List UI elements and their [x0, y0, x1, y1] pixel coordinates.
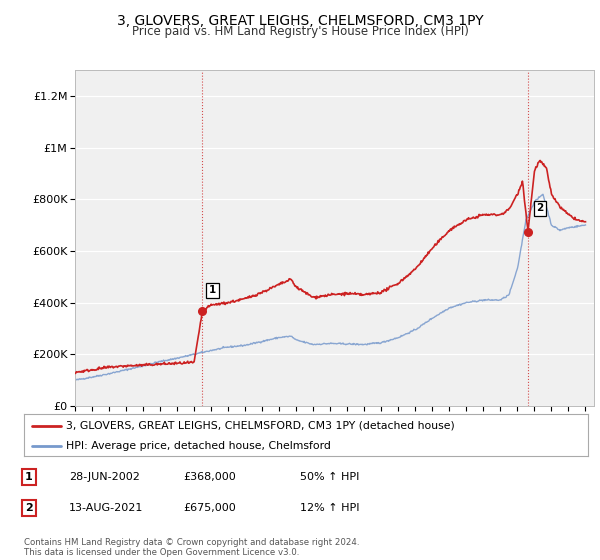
- Text: 1: 1: [209, 285, 216, 295]
- Text: 50% ↑ HPI: 50% ↑ HPI: [300, 472, 359, 482]
- Text: 28-JUN-2002: 28-JUN-2002: [69, 472, 140, 482]
- Text: 3, GLOVERS, GREAT LEIGHS, CHELMSFORD, CM3 1PY (detached house): 3, GLOVERS, GREAT LEIGHS, CHELMSFORD, CM…: [66, 421, 455, 431]
- Text: HPI: Average price, detached house, Chelmsford: HPI: Average price, detached house, Chel…: [66, 441, 331, 451]
- Text: Contains HM Land Registry data © Crown copyright and database right 2024.
This d: Contains HM Land Registry data © Crown c…: [24, 538, 359, 557]
- Text: 3, GLOVERS, GREAT LEIGHS, CHELMSFORD, CM3 1PY: 3, GLOVERS, GREAT LEIGHS, CHELMSFORD, CM…: [116, 14, 484, 28]
- Text: 2: 2: [25, 503, 32, 513]
- Text: 12% ↑ HPI: 12% ↑ HPI: [300, 503, 359, 513]
- Text: Price paid vs. HM Land Registry's House Price Index (HPI): Price paid vs. HM Land Registry's House …: [131, 25, 469, 38]
- Text: 2: 2: [536, 203, 544, 213]
- Text: 13-AUG-2021: 13-AUG-2021: [69, 503, 143, 513]
- Text: £675,000: £675,000: [183, 503, 236, 513]
- Text: 1: 1: [25, 472, 32, 482]
- Text: £368,000: £368,000: [183, 472, 236, 482]
